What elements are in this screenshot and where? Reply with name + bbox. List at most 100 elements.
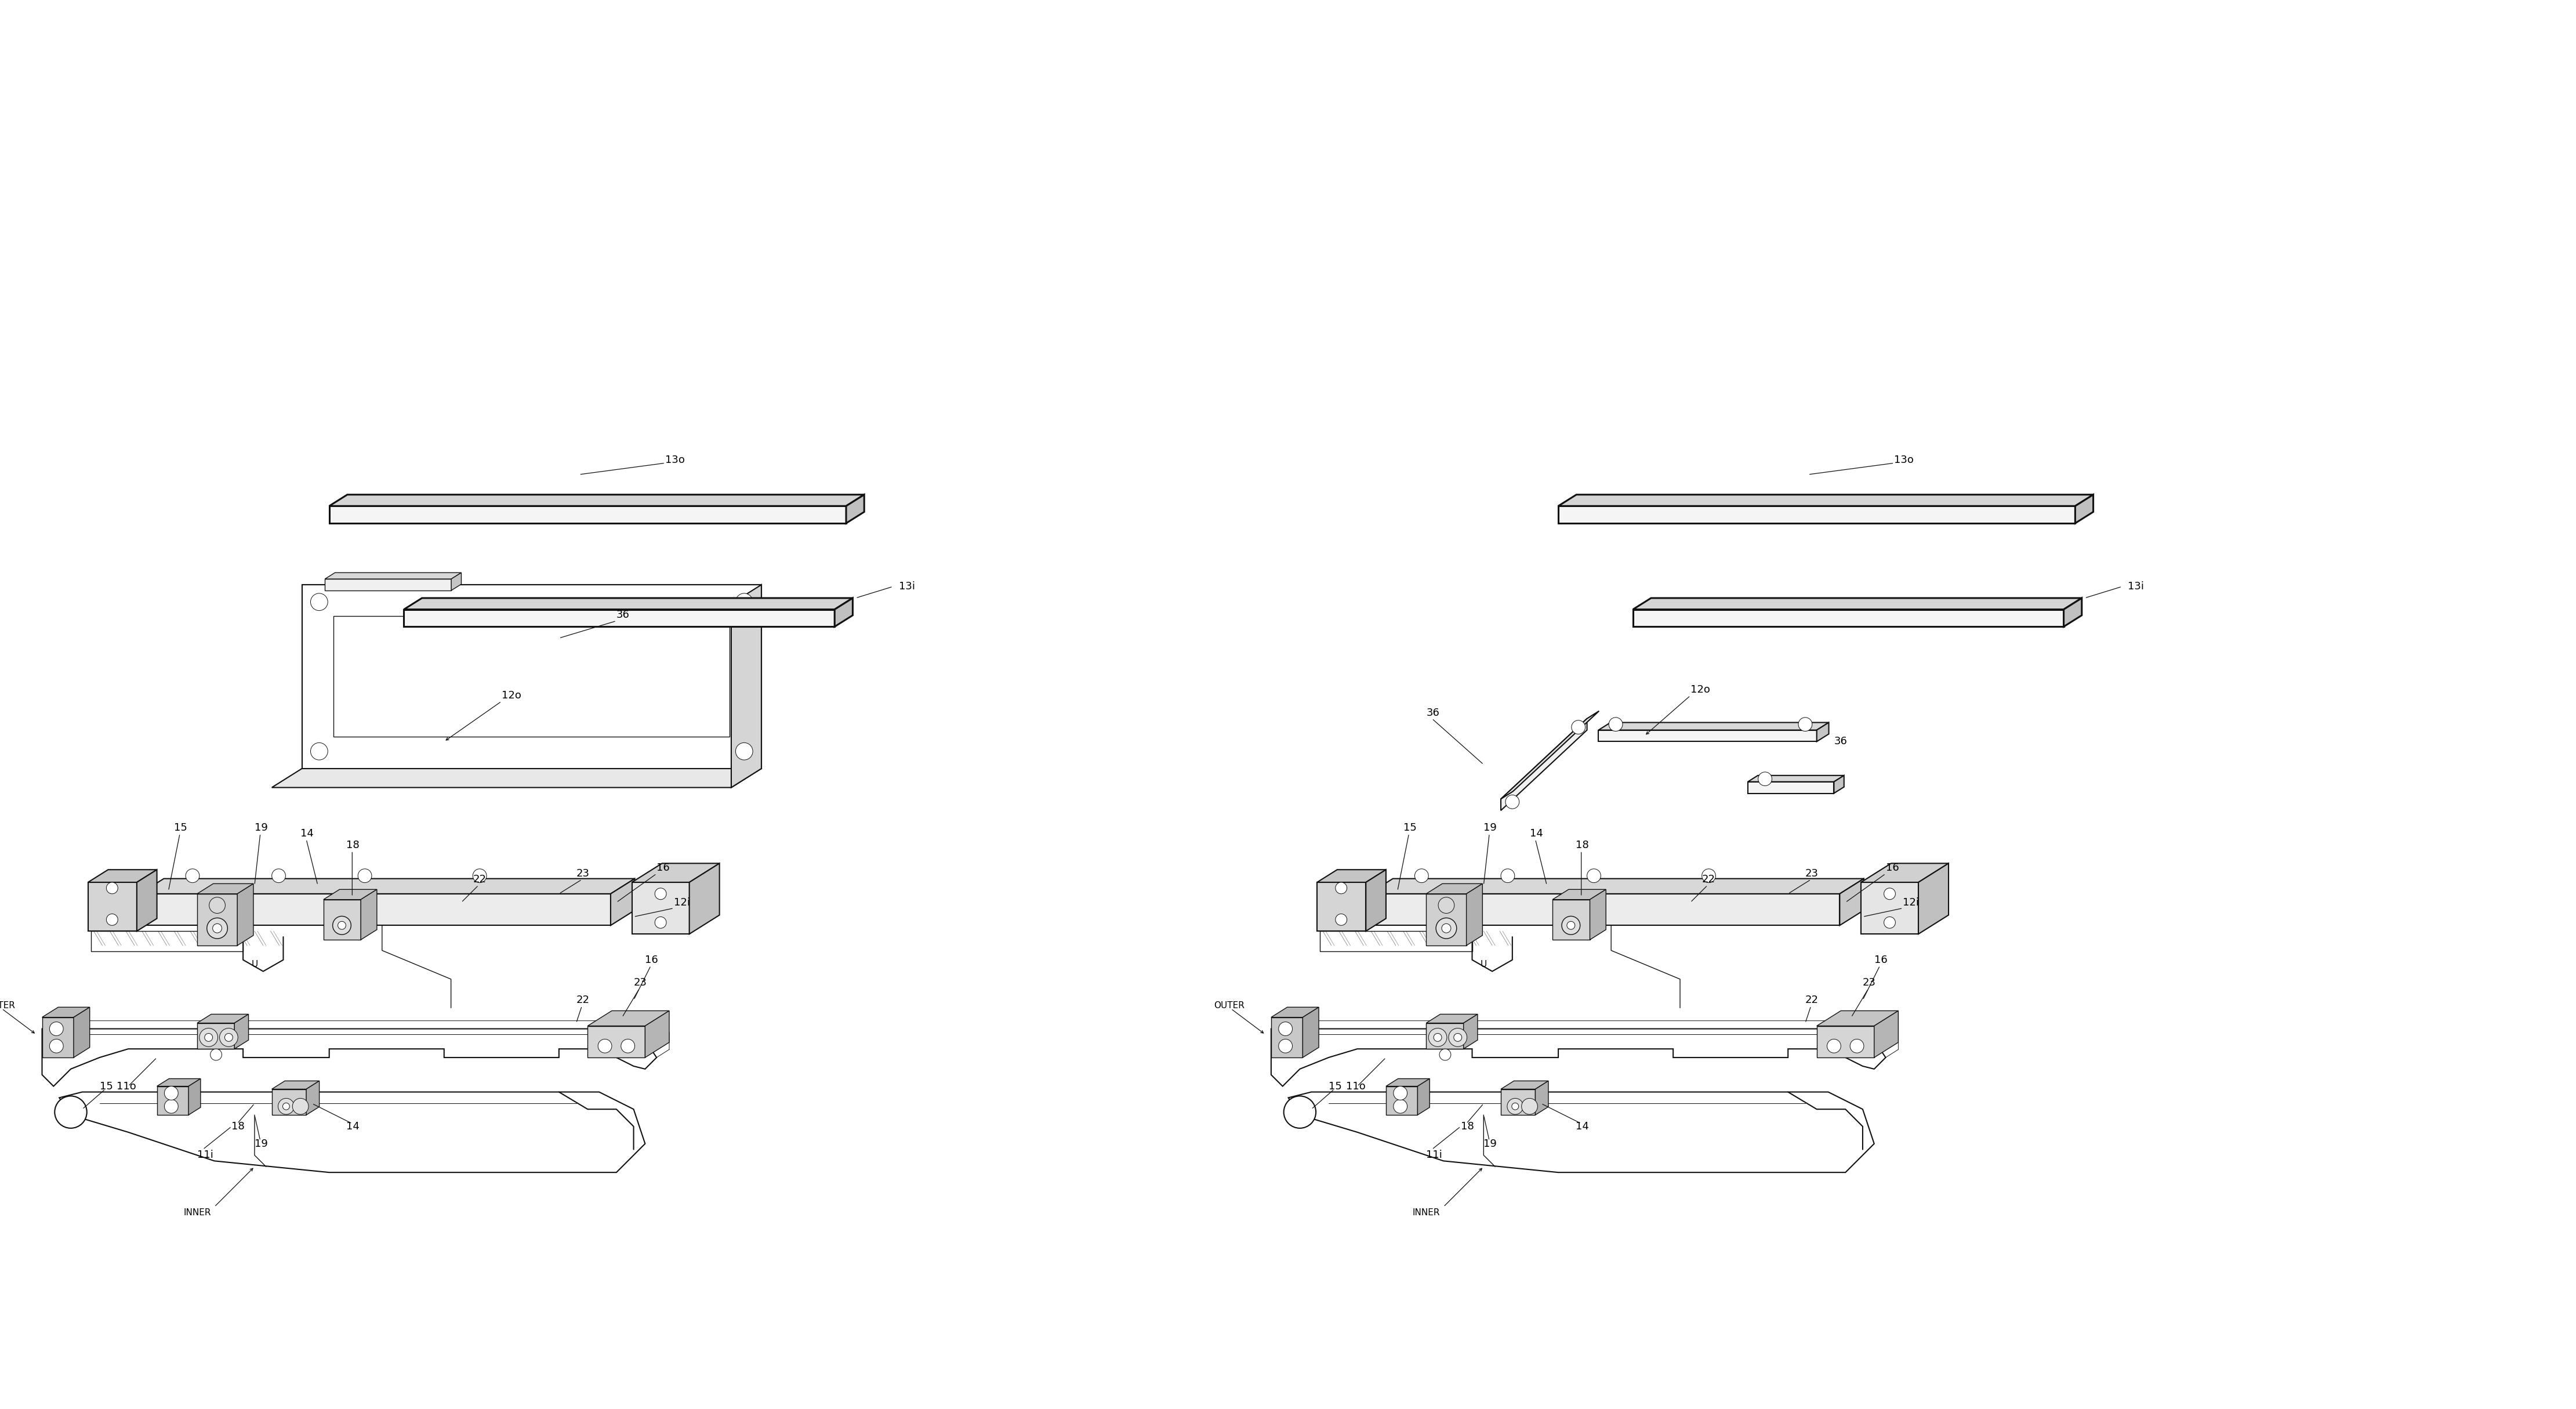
Text: 23: 23 [577, 868, 590, 879]
Circle shape [198, 1029, 219, 1047]
Text: 11i: 11i [1427, 1150, 1443, 1161]
Text: 18: 18 [345, 840, 361, 850]
Polygon shape [1600, 723, 1829, 730]
Polygon shape [1365, 869, 1386, 931]
Polygon shape [1502, 719, 1587, 810]
Polygon shape [198, 1014, 247, 1023]
Polygon shape [59, 1092, 644, 1172]
Circle shape [219, 1029, 237, 1047]
Polygon shape [1270, 1029, 1886, 1086]
Circle shape [1394, 1099, 1406, 1113]
Polygon shape [1466, 883, 1481, 945]
Polygon shape [41, 1017, 75, 1058]
Circle shape [1394, 1086, 1406, 1100]
Polygon shape [1558, 495, 2094, 506]
Text: 15: 15 [175, 823, 188, 833]
Polygon shape [1427, 883, 1481, 893]
Circle shape [1440, 1048, 1450, 1061]
Polygon shape [361, 889, 376, 940]
Text: 13o: 13o [665, 455, 685, 465]
Text: 14: 14 [1530, 828, 1543, 838]
Circle shape [206, 917, 227, 938]
Polygon shape [1427, 1014, 1479, 1023]
Circle shape [1430, 1029, 1448, 1047]
Text: 16: 16 [644, 955, 659, 965]
Polygon shape [1875, 1010, 1899, 1058]
Polygon shape [301, 585, 762, 768]
Polygon shape [1839, 879, 1865, 926]
Circle shape [1610, 717, 1623, 731]
Polygon shape [1816, 1026, 1875, 1058]
Text: 14: 14 [301, 828, 314, 838]
Polygon shape [835, 597, 853, 627]
Circle shape [737, 743, 752, 759]
Circle shape [224, 1033, 232, 1041]
Circle shape [1435, 917, 1455, 938]
Polygon shape [1919, 864, 1947, 934]
Text: 23: 23 [1806, 868, 1819, 879]
Text: 23: 23 [634, 978, 647, 988]
Polygon shape [451, 572, 461, 590]
Circle shape [214, 924, 222, 933]
Circle shape [1826, 1040, 1842, 1053]
Circle shape [654, 917, 667, 929]
Polygon shape [157, 1086, 188, 1115]
Text: 19: 19 [1484, 1138, 1497, 1148]
Polygon shape [1553, 889, 1605, 899]
Polygon shape [1288, 1092, 1875, 1172]
Polygon shape [41, 1029, 657, 1086]
Polygon shape [1427, 1023, 1463, 1048]
Polygon shape [188, 1079, 201, 1115]
Text: 18: 18 [232, 1122, 245, 1131]
Polygon shape [75, 1007, 90, 1058]
Text: 12i: 12i [675, 898, 690, 907]
Polygon shape [1600, 730, 1816, 741]
Polygon shape [732, 585, 762, 788]
Text: 19: 19 [255, 1138, 268, 1148]
Circle shape [1437, 898, 1455, 913]
Text: 12o: 12o [1690, 685, 1710, 695]
Polygon shape [1633, 610, 2063, 627]
Circle shape [1278, 1040, 1293, 1053]
Polygon shape [631, 882, 690, 934]
Circle shape [1850, 1040, 1865, 1053]
Circle shape [1883, 917, 1896, 929]
Circle shape [1507, 1098, 1522, 1115]
Circle shape [474, 869, 487, 882]
Text: 13o: 13o [1893, 455, 1914, 465]
Polygon shape [1386, 1079, 1430, 1086]
Circle shape [1703, 869, 1716, 882]
Polygon shape [330, 495, 863, 506]
Polygon shape [1270, 1007, 1319, 1017]
Circle shape [312, 743, 327, 759]
Polygon shape [690, 864, 719, 934]
Polygon shape [1747, 775, 1844, 782]
Circle shape [654, 888, 667, 899]
Circle shape [1435, 1033, 1443, 1041]
Text: 18: 18 [1577, 840, 1589, 850]
Polygon shape [332, 616, 729, 737]
Polygon shape [139, 879, 634, 893]
Text: OUTER: OUTER [1213, 1002, 1244, 1010]
Polygon shape [1589, 889, 1605, 940]
Text: 22: 22 [1806, 995, 1819, 1005]
Circle shape [1587, 869, 1600, 882]
Polygon shape [139, 893, 611, 926]
Polygon shape [1633, 597, 2081, 610]
Circle shape [358, 869, 371, 882]
Polygon shape [1816, 723, 1829, 741]
Circle shape [1448, 1029, 1466, 1047]
Polygon shape [1553, 899, 1589, 940]
Polygon shape [1558, 506, 2076, 523]
Polygon shape [273, 1081, 319, 1089]
Circle shape [1759, 772, 1772, 786]
Circle shape [1566, 921, 1574, 930]
Circle shape [204, 1033, 214, 1041]
Circle shape [1512, 1103, 1520, 1110]
Text: 36: 36 [1427, 707, 1440, 719]
Polygon shape [325, 572, 461, 579]
Polygon shape [1316, 869, 1386, 882]
Polygon shape [237, 883, 252, 945]
Text: 36: 36 [616, 610, 629, 620]
Polygon shape [1860, 864, 1947, 882]
